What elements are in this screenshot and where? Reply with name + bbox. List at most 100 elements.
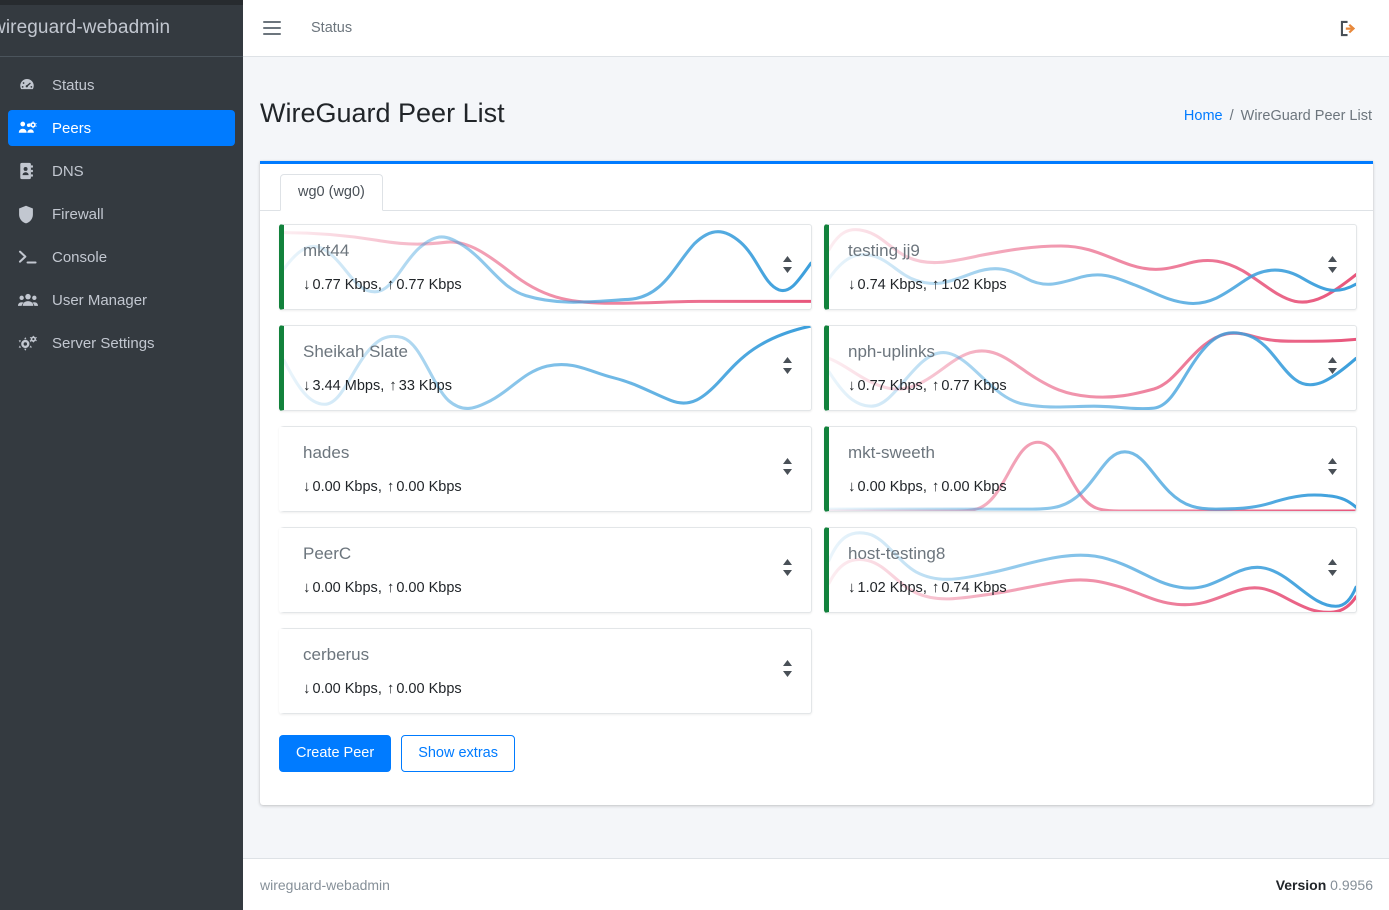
sign-out-icon[interactable] bbox=[1339, 19, 1358, 38]
download-arrow-icon: ↓ bbox=[848, 377, 856, 394]
sort-icon[interactable] bbox=[782, 357, 793, 379]
stats-separator: , bbox=[922, 276, 927, 293]
download-arrow-icon: ↓ bbox=[303, 579, 311, 596]
peer-card[interactable]: cerberus ↓ 0.00 Kbps, ↑ 0.00 Kbps bbox=[279, 628, 812, 714]
peer-name: nph-uplinks bbox=[848, 342, 935, 361]
sidebar-brand[interactable]: wireguard-webadmin bbox=[0, 0, 243, 57]
peer-throughput: ↓ 0.74 Kbps, ↑ 1.02 Kbps bbox=[848, 276, 1342, 293]
sidebar-nav: Status Peers DNS Firewall bbox=[0, 57, 243, 361]
upload-arrow-icon: ↑ bbox=[389, 377, 397, 394]
sort-icon[interactable] bbox=[1327, 256, 1338, 278]
peer-card-body: nph-uplinks ↓ 0.77 Kbps, ↑ 0.77 Kbps bbox=[829, 326, 1356, 410]
peer-card-body: host-testing8 ↓ 1.02 Kbps, ↑ 0.74 Kbps bbox=[829, 528, 1356, 612]
download-arrow-icon: ↓ bbox=[303, 680, 311, 697]
peer-card[interactable]: testing jj9 ↓ 0.74 Kbps, ↑ 1.02 Kbps bbox=[824, 224, 1357, 310]
upload-rate: 0.00 Kbps bbox=[396, 680, 462, 697]
peer-name: Sheikah Slate bbox=[303, 342, 408, 361]
peer-card[interactable]: mkt44 ↓ 0.77 Kbps, ↑ 0.77 Kbps bbox=[279, 224, 812, 310]
sidebar-item-peers[interactable]: Peers bbox=[8, 110, 235, 146]
download-arrow-icon: ↓ bbox=[303, 276, 311, 293]
sidebar-item-status[interactable]: Status bbox=[8, 67, 235, 103]
cogs-icon bbox=[18, 334, 42, 352]
peer-throughput: ↓ 0.77 Kbps, ↑ 0.77 Kbps bbox=[848, 377, 1342, 394]
download-rate: 0.00 Kbps bbox=[312, 680, 378, 697]
sidebar-item-label: Server Settings bbox=[52, 334, 155, 352]
peers-column-left: mkt44 ↓ 0.77 Kbps, ↑ 0.77 Kbps Sheikah Slate ↓… bbox=[279, 224, 812, 729]
download-arrow-icon: ↓ bbox=[848, 276, 856, 293]
stats-separator: , bbox=[377, 680, 382, 697]
stats-separator: , bbox=[377, 276, 382, 293]
breadcrumb-home[interactable]: Home bbox=[1183, 108, 1223, 124]
peer-card[interactable]: host-testing8 ↓ 1.02 Kbps, ↑ 0.74 Kbps bbox=[824, 527, 1357, 613]
sidebar-item-label: Firewall bbox=[52, 205, 104, 223]
breadcrumb-current: WireGuard Peer List bbox=[1240, 108, 1372, 124]
peer-name: host-testing8 bbox=[848, 544, 946, 563]
peer-name: mkt-sweeth bbox=[848, 443, 935, 462]
page-title: WireGuard Peer List bbox=[260, 97, 505, 128]
sort-icon[interactable] bbox=[782, 559, 793, 581]
content-wrapper: Status WireGuard Peer List Home / WireGu… bbox=[243, 0, 1389, 910]
breadcrumb: Home / WireGuard Peer List bbox=[1184, 108, 1372, 129]
sidebar-item-firewall[interactable]: Firewall bbox=[8, 196, 235, 232]
sidebar-item-user-manager[interactable]: User Manager bbox=[8, 282, 235, 318]
peer-list-card: wg0 (wg0) mkt44 ↓ 0.77 Kbps, ↑ 0.77 Kbps Shei… bbox=[260, 161, 1373, 805]
peer-card-body: mkt-sweeth ↓ 0.00 Kbps, ↑ 0.00 Kbps bbox=[829, 427, 1356, 511]
sort-icon[interactable] bbox=[782, 660, 793, 682]
download-arrow-icon: ↓ bbox=[303, 377, 311, 394]
terminal-icon bbox=[18, 248, 42, 266]
stats-separator: , bbox=[922, 478, 927, 495]
sort-icon[interactable] bbox=[1327, 458, 1338, 480]
sidebar-item-dns[interactable]: DNS bbox=[8, 153, 235, 189]
top-navbar: Status bbox=[243, 0, 1389, 57]
download-rate: 0.00 Kbps bbox=[312, 579, 378, 596]
upload-arrow-icon: ↑ bbox=[931, 377, 940, 394]
download-rate: 0.74 Kbps bbox=[857, 276, 923, 293]
download-rate: 0.77 Kbps bbox=[312, 276, 378, 293]
sidebar: wireguard-webadmin Status Peers DNS bbox=[0, 0, 243, 910]
download-arrow-icon: ↓ bbox=[848, 579, 856, 596]
upload-rate: 0.77 Kbps bbox=[941, 377, 1007, 394]
upload-arrow-icon: ↑ bbox=[386, 579, 395, 596]
peer-card[interactable]: hades ↓ 0.00 Kbps, ↑ 0.00 Kbps bbox=[279, 426, 812, 512]
peer-card-body: mkt44 ↓ 0.77 Kbps, ↑ 0.77 Kbps bbox=[284, 225, 811, 309]
sidebar-item-label: User Manager bbox=[52, 291, 148, 309]
peer-card[interactable]: Sheikah Slate ↓ 3.44 Mbps, ↑ 33 Kbps bbox=[279, 325, 812, 411]
upload-rate: 33 Kbps bbox=[398, 377, 452, 394]
sort-icon[interactable] bbox=[1327, 559, 1338, 581]
peers-column-right: testing jj9 ↓ 0.74 Kbps, ↑ 1.02 Kbps nph-upli… bbox=[824, 224, 1357, 729]
sort-icon[interactable] bbox=[782, 256, 793, 278]
peer-throughput: ↓ 0.00 Kbps, ↑ 0.00 Kbps bbox=[848, 478, 1342, 495]
upload-arrow-icon: ↑ bbox=[386, 276, 395, 293]
navbar-status-link[interactable]: Status bbox=[311, 20, 353, 36]
footer-version: Version 0.9956 bbox=[1276, 877, 1373, 893]
sort-icon[interactable] bbox=[1327, 357, 1338, 379]
peer-throughput: ↓ 0.00 Kbps, ↑ 0.00 Kbps bbox=[303, 680, 797, 697]
upload-rate: 0.00 Kbps bbox=[396, 478, 462, 495]
peer-card[interactable]: nph-uplinks ↓ 0.77 Kbps, ↑ 0.77 Kbps bbox=[824, 325, 1357, 411]
peer-throughput: ↓ 1.02 Kbps, ↑ 0.74 Kbps bbox=[848, 579, 1342, 596]
address-book-icon bbox=[18, 162, 42, 180]
show-extras-button[interactable]: Show extras bbox=[401, 735, 515, 773]
peer-name: hades bbox=[303, 443, 350, 462]
peer-card[interactable]: mkt-sweeth ↓ 0.00 Kbps, ↑ 0.00 Kbps bbox=[824, 426, 1357, 512]
sort-icon[interactable] bbox=[782, 458, 793, 480]
peers-grid: mkt44 ↓ 0.77 Kbps, ↑ 0.77 Kbps Sheikah Slate ↓… bbox=[260, 211, 1373, 729]
stats-separator: , bbox=[922, 579, 927, 596]
download-rate: 3.44 Mbps bbox=[312, 377, 381, 394]
create-peer-button[interactable]: Create Peer bbox=[279, 735, 392, 773]
upload-arrow-icon: ↑ bbox=[931, 579, 940, 596]
download-rate: 0.00 Kbps bbox=[857, 478, 923, 495]
sidebar-item-server-settings[interactable]: Server Settings bbox=[8, 325, 235, 361]
upload-arrow-icon: ↑ bbox=[386, 680, 395, 697]
download-rate: 1.02 Kbps bbox=[857, 579, 923, 596]
upload-arrow-icon: ↑ bbox=[386, 478, 395, 495]
peers-icon bbox=[18, 119, 42, 137]
download-rate: 0.77 Kbps bbox=[857, 377, 923, 394]
peer-card[interactable]: PeerC ↓ 0.00 Kbps, ↑ 0.00 Kbps bbox=[279, 527, 812, 613]
stats-separator: , bbox=[380, 377, 385, 394]
sidebar-item-console[interactable]: Console bbox=[8, 239, 235, 275]
hamburger-icon[interactable] bbox=[263, 21, 281, 35]
stats-separator: , bbox=[377, 579, 382, 596]
tab-wg0[interactable]: wg0 (wg0) bbox=[280, 174, 383, 211]
sidebar-item-label: Status bbox=[52, 76, 95, 94]
